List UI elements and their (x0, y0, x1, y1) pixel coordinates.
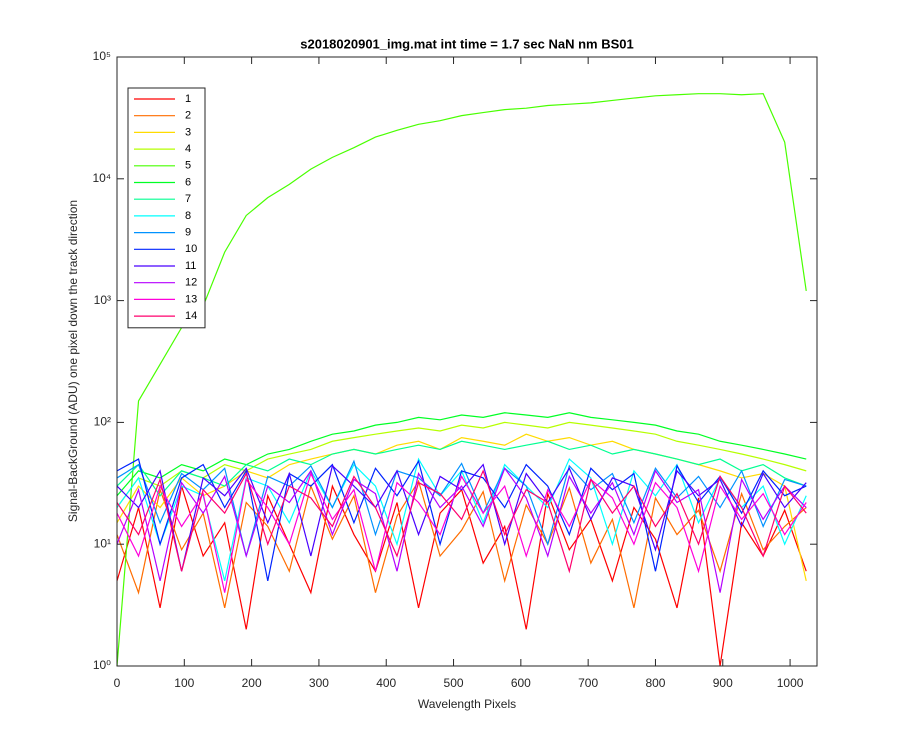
legend-label: 6 (185, 176, 191, 188)
legend-label: 14 (185, 310, 197, 322)
legend-label: 3 (185, 126, 191, 138)
legend-label: 13 (185, 293, 197, 305)
y-tick-label: 10² (94, 415, 111, 429)
y-tick-label: 10⁰ (93, 658, 111, 672)
series-line (116, 440, 807, 497)
plot-area (117, 57, 817, 666)
y-axis-label: Signal-BackGround (ADU) one pixel down t… (66, 200, 80, 522)
legend-label: 4 (185, 143, 191, 155)
series-line (116, 469, 807, 574)
series-line (116, 471, 807, 593)
x-tick-label: 800 (645, 676, 665, 690)
x-tick-label: 500 (444, 676, 464, 690)
x-tick-label: 700 (578, 676, 598, 690)
legend-box (127, 87, 206, 329)
series-line (116, 463, 807, 572)
x-tick-label: 600 (511, 676, 531, 690)
x-tick-label: 400 (376, 676, 396, 690)
x-tick-label: 0 (114, 676, 121, 690)
legend-label: 11 (185, 260, 196, 272)
y-tick-label: 10⁴ (92, 171, 111, 185)
series-line (116, 458, 807, 581)
series-line (116, 421, 807, 508)
x-tick-label: 100 (174, 676, 194, 690)
legend-label: 9 (185, 227, 191, 239)
series-line (116, 93, 807, 667)
x-tick-label: 200 (242, 676, 262, 690)
x-tick-label: 1000 (777, 676, 804, 690)
series-line (116, 479, 807, 609)
x-axis-label: Wavelength Pixels (418, 697, 516, 711)
legend-label: 8 (185, 210, 191, 222)
series-line (116, 459, 807, 557)
series-line (116, 467, 807, 593)
y-tick-label: 10¹ (94, 536, 111, 550)
legend-label: 7 (185, 193, 191, 205)
y-tick-label: 10³ (94, 293, 111, 307)
axes-box (116, 56, 818, 667)
legend-label: 2 (185, 110, 191, 122)
legend-label: 12 (185, 277, 197, 289)
x-tick-label: 300 (309, 676, 329, 690)
x-tick-label: 900 (713, 676, 733, 690)
lines (116, 93, 807, 667)
series-line (116, 412, 807, 497)
legend-label: 5 (185, 160, 191, 172)
legend-label: 10 (185, 243, 197, 255)
y-tick-label: 10⁵ (93, 49, 111, 63)
legend-label: 1 (185, 93, 191, 105)
chart-title: s2018020901_img.mat int time = 1.7 sec N… (300, 36, 634, 51)
